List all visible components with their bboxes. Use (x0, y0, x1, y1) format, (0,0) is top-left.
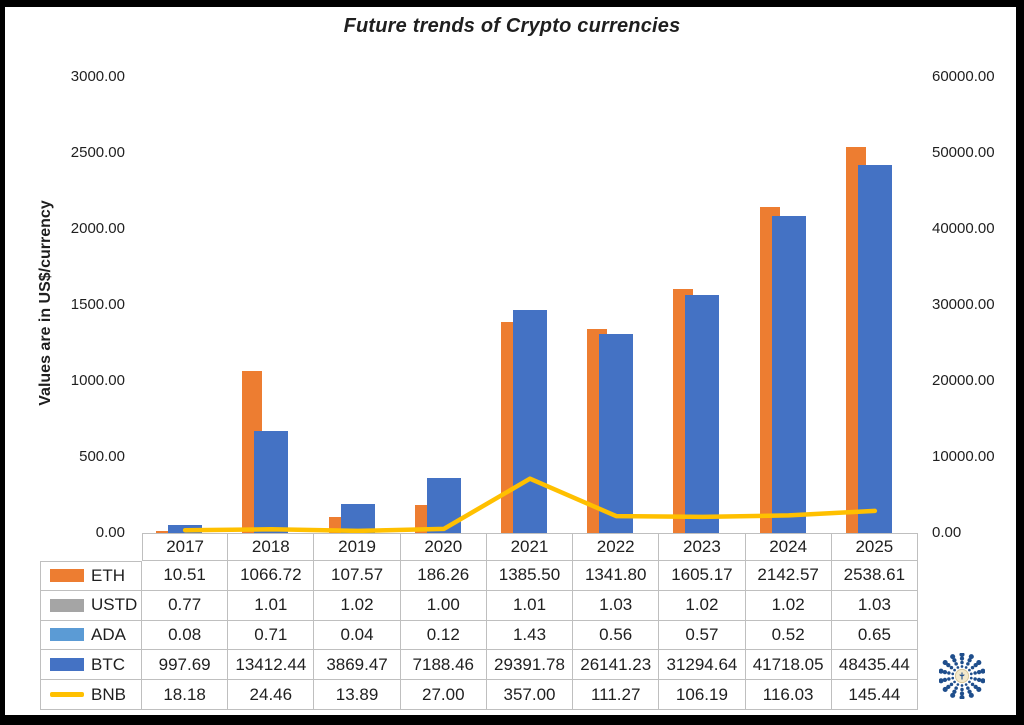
bar-series-layer (142, 77, 918, 533)
table-cell-bnb: 13.89 (314, 680, 401, 710)
dotted-starburst-logo (939, 653, 985, 699)
table-cell-ada: 0.57 (659, 620, 746, 651)
table-cell-ustd: 1.00 (400, 590, 487, 621)
legend-key-btc (50, 658, 84, 672)
table-cell-bnb: 24.46 (228, 680, 315, 710)
table-cell-ada: 0.71 (228, 620, 315, 651)
table-cell-ustd: 1.02 (659, 590, 746, 621)
right-axis-tick: 10000.00 (932, 448, 995, 465)
table-year-header: 2022 (573, 533, 660, 561)
table-cell-btc: 997.69 (142, 650, 229, 681)
left-axis-tick: 500.00 (79, 448, 125, 465)
table-row-ustd-legend-cell: USTD (40, 590, 142, 621)
table-cell-ustd: 1.01 (228, 590, 315, 621)
table-cell-btc: 3869.47 (314, 650, 401, 681)
table-cell-bnb: 116.03 (745, 680, 832, 710)
table-cell-ada: 0.56 (573, 620, 660, 651)
legend-label-bnb: BNB (91, 684, 126, 704)
table-cell-eth: 2538.61 (831, 561, 918, 591)
right-axis-tick: 30000.00 (932, 296, 995, 313)
plot-area (142, 77, 918, 534)
table-year-header: 2024 (745, 533, 832, 561)
bar-btc-2022 (599, 334, 634, 533)
left-axis-tick: 0.00 (95, 524, 125, 541)
legend-key-ada (50, 628, 84, 642)
left-axis-tick: 1000.00 (70, 372, 125, 389)
bar-btc-2025 (857, 164, 892, 533)
right-axis-tick: 0.00 (932, 524, 962, 541)
left-axis-tick: 2500.00 (70, 144, 125, 161)
table-cell-eth: 1066.72 (228, 561, 315, 591)
table-cell-btc: 26141.23 (573, 650, 660, 681)
table-year-header: 2020 (400, 533, 487, 561)
table-cell-bnb: 27.00 (400, 680, 487, 710)
legend-label-eth: ETH (91, 565, 125, 585)
bar-btc-2023 (685, 295, 720, 533)
bnb-line-layer (182, 476, 878, 534)
data-table: 2017 2018 2019 2020 2021 2022 2023 2024 2025 ETH 1… (40, 533, 918, 710)
table-cell-btc: 7188.46 (400, 650, 487, 681)
table-cell-eth: 2142.57 (745, 561, 832, 591)
table-year-header: 2021 (486, 533, 574, 561)
bnb-line (182, 476, 878, 534)
table-cell-ada: 0.08 (142, 620, 229, 651)
bar-btc-2024 (771, 215, 806, 533)
table-cell-ustd: 0.77 (142, 590, 229, 621)
table-cell-eth: 10.51 (142, 561, 229, 591)
right-axis-tick: 50000.00 (932, 144, 995, 161)
table-cell-ustd: 1.02 (745, 590, 832, 621)
table-year-header: 2019 (314, 533, 401, 561)
table-cell-eth: 107.57 (314, 561, 401, 591)
table-year-header: 2017 (142, 533, 229, 561)
legend-key-ustd (50, 598, 84, 612)
table-cell-bnb: 145.44 (831, 680, 918, 710)
table-cell-bnb: 111.27 (573, 680, 660, 710)
legend-label-ustd: USTD (91, 595, 138, 615)
table-cell-ada: 1.43 (486, 620, 574, 651)
legend-key-eth (50, 569, 84, 583)
table-cell-eth: 1605.17 (659, 561, 746, 591)
table-cell-eth: 1385.50 (486, 561, 574, 591)
chart-title: Future trends of Crypto currencies (343, 15, 681, 37)
table-year-header: 2018 (228, 533, 315, 561)
table-cell-ada: 0.12 (400, 620, 487, 651)
legend-label-btc: BTC (91, 654, 125, 674)
table-cell-ustd: 1.02 (314, 590, 401, 621)
bar-btc-2018 (254, 431, 289, 533)
table-cell-ustd: 1.03 (831, 590, 918, 621)
table-cell-eth: 1341.80 (573, 561, 660, 591)
right-axis-tick: 40000.00 (932, 220, 995, 237)
table-cell-btc: 13412.44 (228, 650, 315, 681)
table-corner-cell (40, 533, 142, 561)
table-cell-bnb: 357.00 (486, 680, 574, 710)
table-cell-ustd: 1.03 (573, 590, 660, 621)
table-row-btc-legend-cell: BTC (40, 650, 142, 681)
table-cell-ada: 0.52 (745, 620, 832, 651)
table-cell-ada: 0.04 (314, 620, 401, 651)
right-axis-tick: 20000.00 (932, 372, 995, 389)
table-row-eth-legend-cell: ETH (40, 561, 142, 591)
table-cell-btc: 31294.64 (659, 650, 746, 681)
left-axis-tick: 3000.00 (70, 68, 125, 85)
table-cell-btc: 41718.05 (745, 650, 832, 681)
table-row-ada-legend-cell: ADA (40, 620, 142, 651)
table-row-bnb-legend-cell: BNB (40, 680, 142, 710)
table-cell-bnb: 18.18 (142, 680, 229, 710)
table-year-header: 2023 (659, 533, 746, 561)
table-cell-btc: 48435.44 (831, 650, 918, 681)
right-axis-tick: 60000.00 (932, 68, 995, 85)
table-cell-eth: 186.26 (400, 561, 487, 591)
bar-eth-2017 (156, 531, 177, 533)
left-axis-tick: 2000.00 (70, 220, 125, 237)
table-cell-ada: 0.65 (831, 620, 918, 651)
table-cell-btc: 29391.78 (486, 650, 574, 681)
table-cell-ustd: 1.01 (486, 590, 574, 621)
table-year-header: 2025 (831, 533, 918, 561)
table-cell-bnb: 106.19 (659, 680, 746, 710)
legend-key-bnb (50, 692, 84, 697)
bar-btc-2019 (340, 503, 375, 533)
legend-label-ada: ADA (91, 624, 126, 644)
left-axis-tick: 1500.00 (70, 296, 125, 313)
bar-btc-2021 (513, 309, 547, 533)
